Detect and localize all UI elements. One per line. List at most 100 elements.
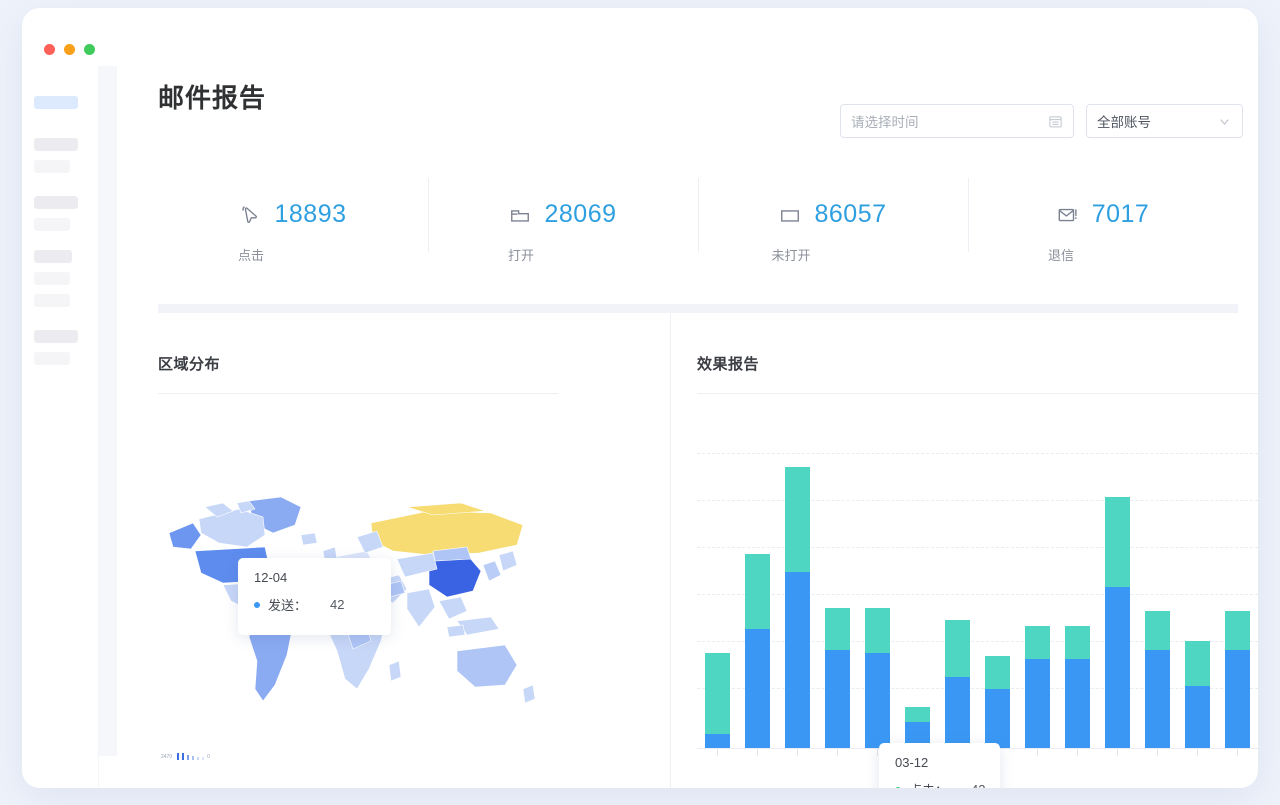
- bar-column[interactable]: [817, 608, 857, 749]
- folder-closed-icon: [781, 209, 800, 222]
- map-legend: 2470 0: [161, 753, 212, 760]
- map-tooltip-title: 12-04: [254, 570, 288, 585]
- stacked-bar[interactable]: [1105, 497, 1131, 749]
- stacked-bar[interactable]: [944, 620, 970, 749]
- stat-card-clicks-value: 18893: [274, 200, 347, 228]
- sidebar-item-7[interactable]: [34, 294, 70, 307]
- mail-alert-icon: [1058, 208, 1077, 221]
- bar-segment-clicks: [784, 467, 810, 572]
- date-range-picker[interactable]: 请选择时间: [840, 104, 1074, 138]
- bar-column[interactable]: [1138, 611, 1178, 749]
- map-tooltip-dot: [254, 601, 260, 608]
- effect-bar-chart[interactable]: 03-12 点击： 42 打开： 42: [697, 413, 1258, 788]
- sidebar-item-3[interactable]: [34, 196, 78, 209]
- sidebar-item-5[interactable]: [34, 250, 72, 263]
- stat-card-bounced-label-wrap: 退信: [968, 245, 1238, 264]
- calendar-icon: [1049, 115, 1062, 127]
- sidebar-skeleton: [22, 66, 99, 788]
- chart-bars[interactable]: [697, 449, 1258, 749]
- bar-segment-clicks: [704, 653, 730, 734]
- stacked-bar[interactable]: [704, 653, 730, 749]
- bar-column[interactable]: [1018, 626, 1058, 749]
- stacked-bar[interactable]: [1185, 641, 1211, 749]
- bar-column[interactable]: [937, 620, 977, 749]
- bar-segment-opens: [1225, 650, 1251, 749]
- bar-segment-opens: [864, 653, 890, 749]
- bar-column[interactable]: [777, 467, 817, 749]
- stacked-bar[interactable]: [1225, 611, 1251, 749]
- bar-segment-opens: [744, 629, 770, 749]
- bar-column[interactable]: [1218, 611, 1258, 749]
- stacked-bar[interactable]: [1065, 626, 1091, 749]
- sidebar-rail: [99, 66, 117, 756]
- stat-card-unopened-top: 86057: [779, 200, 886, 229]
- bar-column[interactable]: [857, 608, 897, 749]
- account-select[interactable]: 全部账号: [1086, 104, 1243, 138]
- bar-segment-opens: [1105, 587, 1131, 749]
- sidebar-item-2[interactable]: [34, 160, 70, 173]
- bar-segment-opens: [784, 572, 810, 749]
- bar-column[interactable]: [1058, 626, 1098, 749]
- panel-region-title: 区域分布: [158, 356, 221, 373]
- map-legend-min: 0: [207, 754, 210, 760]
- bar-column[interactable]: [977, 656, 1017, 749]
- x-tick: [1018, 749, 1058, 756]
- stacked-bar[interactable]: [824, 608, 850, 749]
- stat-card-bounced[interactable]: 7017 退信: [968, 178, 1238, 274]
- sidebar-item-9[interactable]: [34, 352, 70, 365]
- bar-column[interactable]: [737, 554, 777, 749]
- bar-segment-opens: [1185, 686, 1211, 749]
- stat-card-clicks[interactable]: 18893 点击: [158, 178, 428, 274]
- chart-tooltip-row-clicks: 点击： 42: [895, 780, 985, 788]
- stat-card-opened-value: 28069: [544, 200, 617, 228]
- chart-tooltip-title: 03-12: [895, 755, 929, 770]
- stacked-bar[interactable]: [1025, 626, 1051, 749]
- stat-card-opened-top: 28069: [509, 200, 616, 229]
- section-divider-band: [158, 304, 1238, 313]
- map-tooltip-series-value: 42: [330, 597, 345, 612]
- stat-card-opened[interactable]: 28069 打开: [428, 178, 698, 274]
- sidebar-item-0[interactable]: [34, 96, 78, 109]
- bar-segment-opens: [824, 650, 850, 749]
- bar-segment-opens: [1145, 650, 1171, 749]
- gridline-2: [697, 547, 1258, 548]
- x-tick: [857, 749, 897, 756]
- bar-segment-clicks: [944, 620, 970, 677]
- traffic-light-buttons: [44, 44, 95, 55]
- sidebar-item-4[interactable]: [34, 218, 70, 231]
- maximize-window-button[interactable]: [84, 44, 95, 55]
- sidebar-item-8[interactable]: [34, 330, 78, 343]
- world-map-chart[interactable]: 2470 0 12-04 发送： 42: [158, 413, 653, 788]
- x-tick: [1178, 749, 1218, 756]
- x-tick: [697, 749, 737, 756]
- x-tick: [1098, 749, 1138, 756]
- bar-segment-clicks: [1225, 611, 1251, 650]
- sidebar-item-1[interactable]: [34, 138, 78, 151]
- bar-segment-opens: [704, 734, 730, 749]
- summary-stats: 18893 点击 28069 打开: [158, 178, 1238, 274]
- chart-tooltip-dot-clicks: [895, 786, 901, 788]
- date-picker-placeholder: 请选择时间: [851, 115, 919, 130]
- bar-segment-clicks: [984, 656, 1010, 689]
- panels-row: 区域分布: [158, 313, 1258, 788]
- sidebar-item-6[interactable]: [34, 272, 70, 285]
- panel-vertical-divider: [653, 313, 689, 788]
- stat-card-clicks-top: 18893: [239, 200, 346, 229]
- stacked-bar[interactable]: [864, 608, 890, 749]
- minimize-window-button[interactable]: [64, 44, 75, 55]
- stacked-bar[interactable]: [784, 467, 810, 749]
- stacked-bar[interactable]: [744, 554, 770, 749]
- stat-card-unopened-label-wrap: 未打开: [698, 245, 968, 264]
- bar-segment-opens: [944, 677, 970, 749]
- x-tick: [1058, 749, 1098, 756]
- close-window-button[interactable]: [44, 44, 55, 55]
- bar-column[interactable]: [697, 653, 737, 749]
- bar-column[interactable]: [1098, 497, 1138, 749]
- x-tick: [777, 749, 817, 756]
- window-titlebar: [22, 8, 1258, 66]
- stacked-bar[interactable]: [984, 656, 1010, 749]
- x-tick: [1218, 749, 1258, 756]
- stat-card-unopened[interactable]: 86057 未打开: [698, 178, 968, 274]
- stacked-bar[interactable]: [1145, 611, 1171, 749]
- bar-column[interactable]: [1178, 641, 1218, 749]
